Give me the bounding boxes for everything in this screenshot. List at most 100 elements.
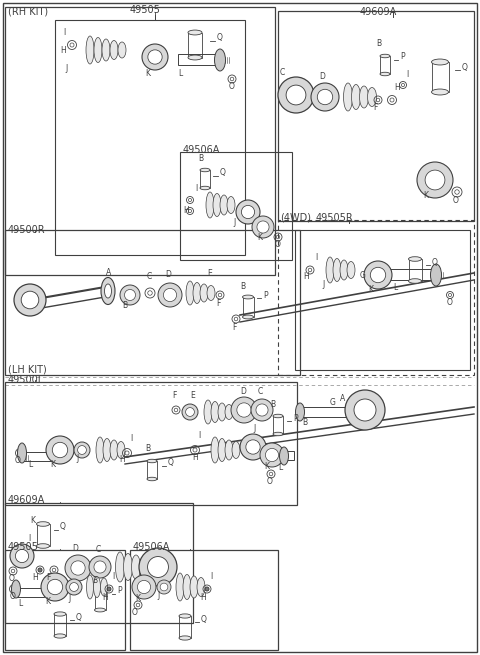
Circle shape	[70, 582, 78, 591]
Ellipse shape	[211, 402, 219, 422]
Circle shape	[132, 575, 156, 599]
Ellipse shape	[188, 55, 202, 60]
Text: I: I	[198, 431, 200, 440]
Bar	[273, 416, 283, 434]
Text: C: C	[147, 272, 152, 281]
Ellipse shape	[368, 88, 376, 107]
Ellipse shape	[188, 30, 202, 35]
Text: O: O	[229, 82, 235, 91]
Bar	[147, 461, 157, 479]
Ellipse shape	[273, 414, 283, 418]
Circle shape	[10, 544, 34, 568]
Ellipse shape	[54, 612, 66, 616]
Text: L: L	[278, 463, 282, 472]
Text: L: L	[178, 69, 182, 78]
Circle shape	[139, 548, 177, 586]
Bar	[180, 152, 292, 260]
Text: O: O	[453, 196, 459, 205]
Ellipse shape	[12, 580, 21, 598]
Text: A: A	[106, 268, 111, 277]
Text: D: D	[72, 544, 78, 553]
Ellipse shape	[94, 576, 100, 597]
Text: 49500L: 49500L	[8, 375, 44, 385]
Ellipse shape	[17, 443, 26, 463]
Circle shape	[94, 561, 106, 573]
Circle shape	[354, 399, 376, 421]
Text: I: I	[406, 70, 408, 79]
Text: O: O	[132, 608, 138, 617]
Ellipse shape	[101, 278, 115, 305]
Text: I: I	[315, 253, 317, 262]
Circle shape	[278, 77, 314, 113]
Ellipse shape	[380, 72, 390, 76]
Text: H: H	[192, 453, 198, 462]
Text: (LH KIT): (LH KIT)	[8, 365, 47, 375]
Text: A: A	[340, 394, 345, 403]
Ellipse shape	[179, 614, 191, 618]
Bar	[36, 524, 49, 546]
Text: C: C	[280, 68, 285, 77]
Text: Q: Q	[60, 522, 66, 531]
Ellipse shape	[206, 192, 214, 218]
Text: O: O	[267, 477, 273, 486]
Text: 49505: 49505	[8, 542, 39, 552]
Text: B: B	[92, 576, 97, 585]
Text: K: K	[368, 285, 373, 294]
Circle shape	[260, 443, 284, 467]
Circle shape	[21, 291, 39, 309]
Text: B: B	[122, 301, 127, 310]
Bar	[130, 550, 278, 650]
Text: H: H	[119, 455, 125, 464]
Circle shape	[48, 579, 63, 595]
Ellipse shape	[179, 636, 191, 640]
Text: K: K	[45, 597, 50, 606]
Text: I: I	[130, 434, 132, 443]
Ellipse shape	[117, 441, 125, 458]
Ellipse shape	[242, 315, 253, 319]
Bar	[388, 269, 436, 280]
Circle shape	[157, 580, 171, 594]
Ellipse shape	[176, 573, 184, 601]
Text: L: L	[18, 599, 22, 608]
Circle shape	[142, 44, 168, 70]
Text: Q: Q	[76, 613, 82, 622]
Bar	[5, 503, 193, 623]
Ellipse shape	[95, 588, 106, 592]
Ellipse shape	[333, 259, 341, 282]
Ellipse shape	[36, 544, 49, 548]
Ellipse shape	[102, 39, 110, 61]
Text: C: C	[96, 545, 101, 554]
Text: I: I	[112, 572, 114, 581]
Ellipse shape	[105, 284, 111, 298]
Text: 49500R: 49500R	[8, 225, 46, 235]
Text: J: J	[65, 64, 67, 73]
Text: H: H	[60, 46, 66, 55]
Text: Q: Q	[220, 168, 226, 177]
Circle shape	[252, 216, 274, 238]
Bar	[179, 616, 191, 638]
Text: F: F	[373, 103, 377, 112]
Circle shape	[370, 267, 386, 283]
Text: K: K	[50, 460, 55, 469]
Text: B: B	[145, 444, 150, 453]
Text: K: K	[145, 69, 150, 78]
Circle shape	[89, 556, 111, 578]
Bar	[188, 33, 202, 58]
Circle shape	[251, 399, 273, 421]
Ellipse shape	[186, 281, 194, 305]
Ellipse shape	[95, 608, 106, 612]
Ellipse shape	[183, 574, 191, 599]
Text: Q: Q	[217, 33, 223, 42]
Ellipse shape	[207, 286, 215, 301]
Circle shape	[71, 561, 85, 575]
Text: H: H	[394, 83, 400, 92]
Circle shape	[311, 83, 339, 111]
Ellipse shape	[408, 257, 421, 261]
Bar	[295, 230, 470, 370]
Circle shape	[74, 442, 90, 458]
Text: B: B	[198, 154, 203, 163]
Text: L: L	[393, 283, 397, 292]
Bar	[54, 614, 66, 636]
Text: O: O	[447, 298, 453, 307]
Text: J: J	[76, 454, 78, 463]
